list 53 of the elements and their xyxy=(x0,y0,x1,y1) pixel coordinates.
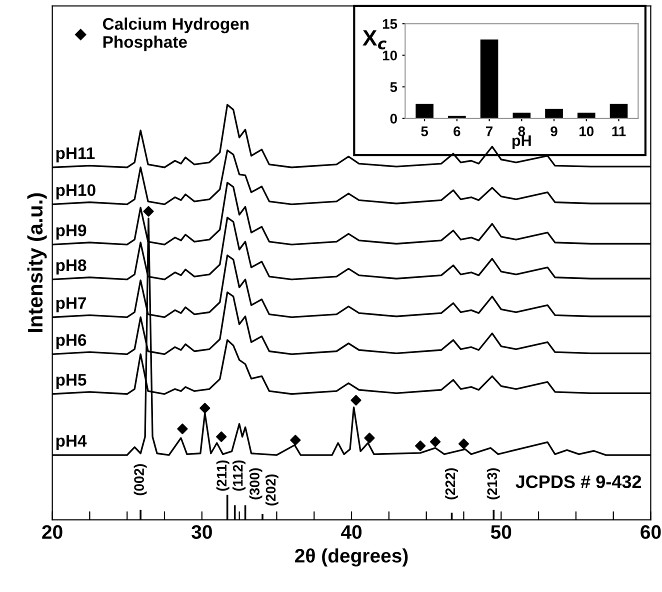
y-axis-title: Intensity (a.u.) xyxy=(27,193,47,332)
point xyxy=(216,431,227,442)
series-label: pH10 xyxy=(56,184,96,200)
annotation: (222) xyxy=(444,468,458,500)
bar xyxy=(416,104,434,118)
y-tick-label: 5 xyxy=(390,82,398,92)
y-tick-label: 0 xyxy=(390,114,397,124)
x-tick-label: 11 xyxy=(612,126,626,136)
series-label: pH4 xyxy=(56,435,87,450)
point xyxy=(143,206,154,217)
x-tick-label: 60 xyxy=(640,525,661,539)
x-tick-label: 6 xyxy=(454,126,460,136)
legend-label: Calcium Hydrogen Phosphate xyxy=(102,18,249,52)
x-tick-label: 20 xyxy=(42,525,62,539)
annotation: (112) xyxy=(232,460,246,491)
y-tick-label: 15 xyxy=(382,19,398,29)
point xyxy=(350,394,362,406)
annotation: JCPDS # 9-432 xyxy=(516,475,642,488)
bar xyxy=(480,39,498,118)
x-axis-title: pH xyxy=(512,135,531,150)
x-tick-label: 30 xyxy=(192,525,212,539)
x-tick-label: 10 xyxy=(580,126,594,136)
bar xyxy=(545,108,563,118)
series-label: pH9 xyxy=(56,224,86,240)
x-axis-title: 2θ (degrees) xyxy=(295,548,408,567)
x-tick-label: 9 xyxy=(550,126,558,136)
annotation: (211) xyxy=(216,460,230,491)
y-tick-label: 10 xyxy=(382,50,397,60)
x-tick-label: 7 xyxy=(486,126,493,136)
annotation: (213) xyxy=(486,468,500,500)
x-tick-label: 40 xyxy=(341,525,362,539)
x-tick-label: 8 xyxy=(518,126,526,136)
point xyxy=(458,438,470,450)
series-label: pH5 xyxy=(56,374,86,390)
point xyxy=(290,434,301,446)
point xyxy=(177,424,188,434)
series-label: pH6 xyxy=(56,334,86,350)
y-axis-title: X$_{c}$ xyxy=(362,30,386,50)
point xyxy=(200,402,210,414)
annotation: (002) xyxy=(134,464,147,496)
annotation: (202) xyxy=(265,474,278,506)
x-tick-label: 50 xyxy=(490,525,512,539)
x-tick-label: 5 xyxy=(421,126,428,136)
series-label: pH7 xyxy=(56,297,86,312)
bar xyxy=(610,104,628,118)
point xyxy=(415,440,426,452)
point xyxy=(364,432,375,444)
bar xyxy=(577,112,596,118)
series-label: pH8 xyxy=(56,259,86,274)
series-label: pH11 xyxy=(56,147,95,162)
bar xyxy=(512,112,531,118)
annotation: (300) xyxy=(249,468,262,500)
point xyxy=(430,436,441,448)
